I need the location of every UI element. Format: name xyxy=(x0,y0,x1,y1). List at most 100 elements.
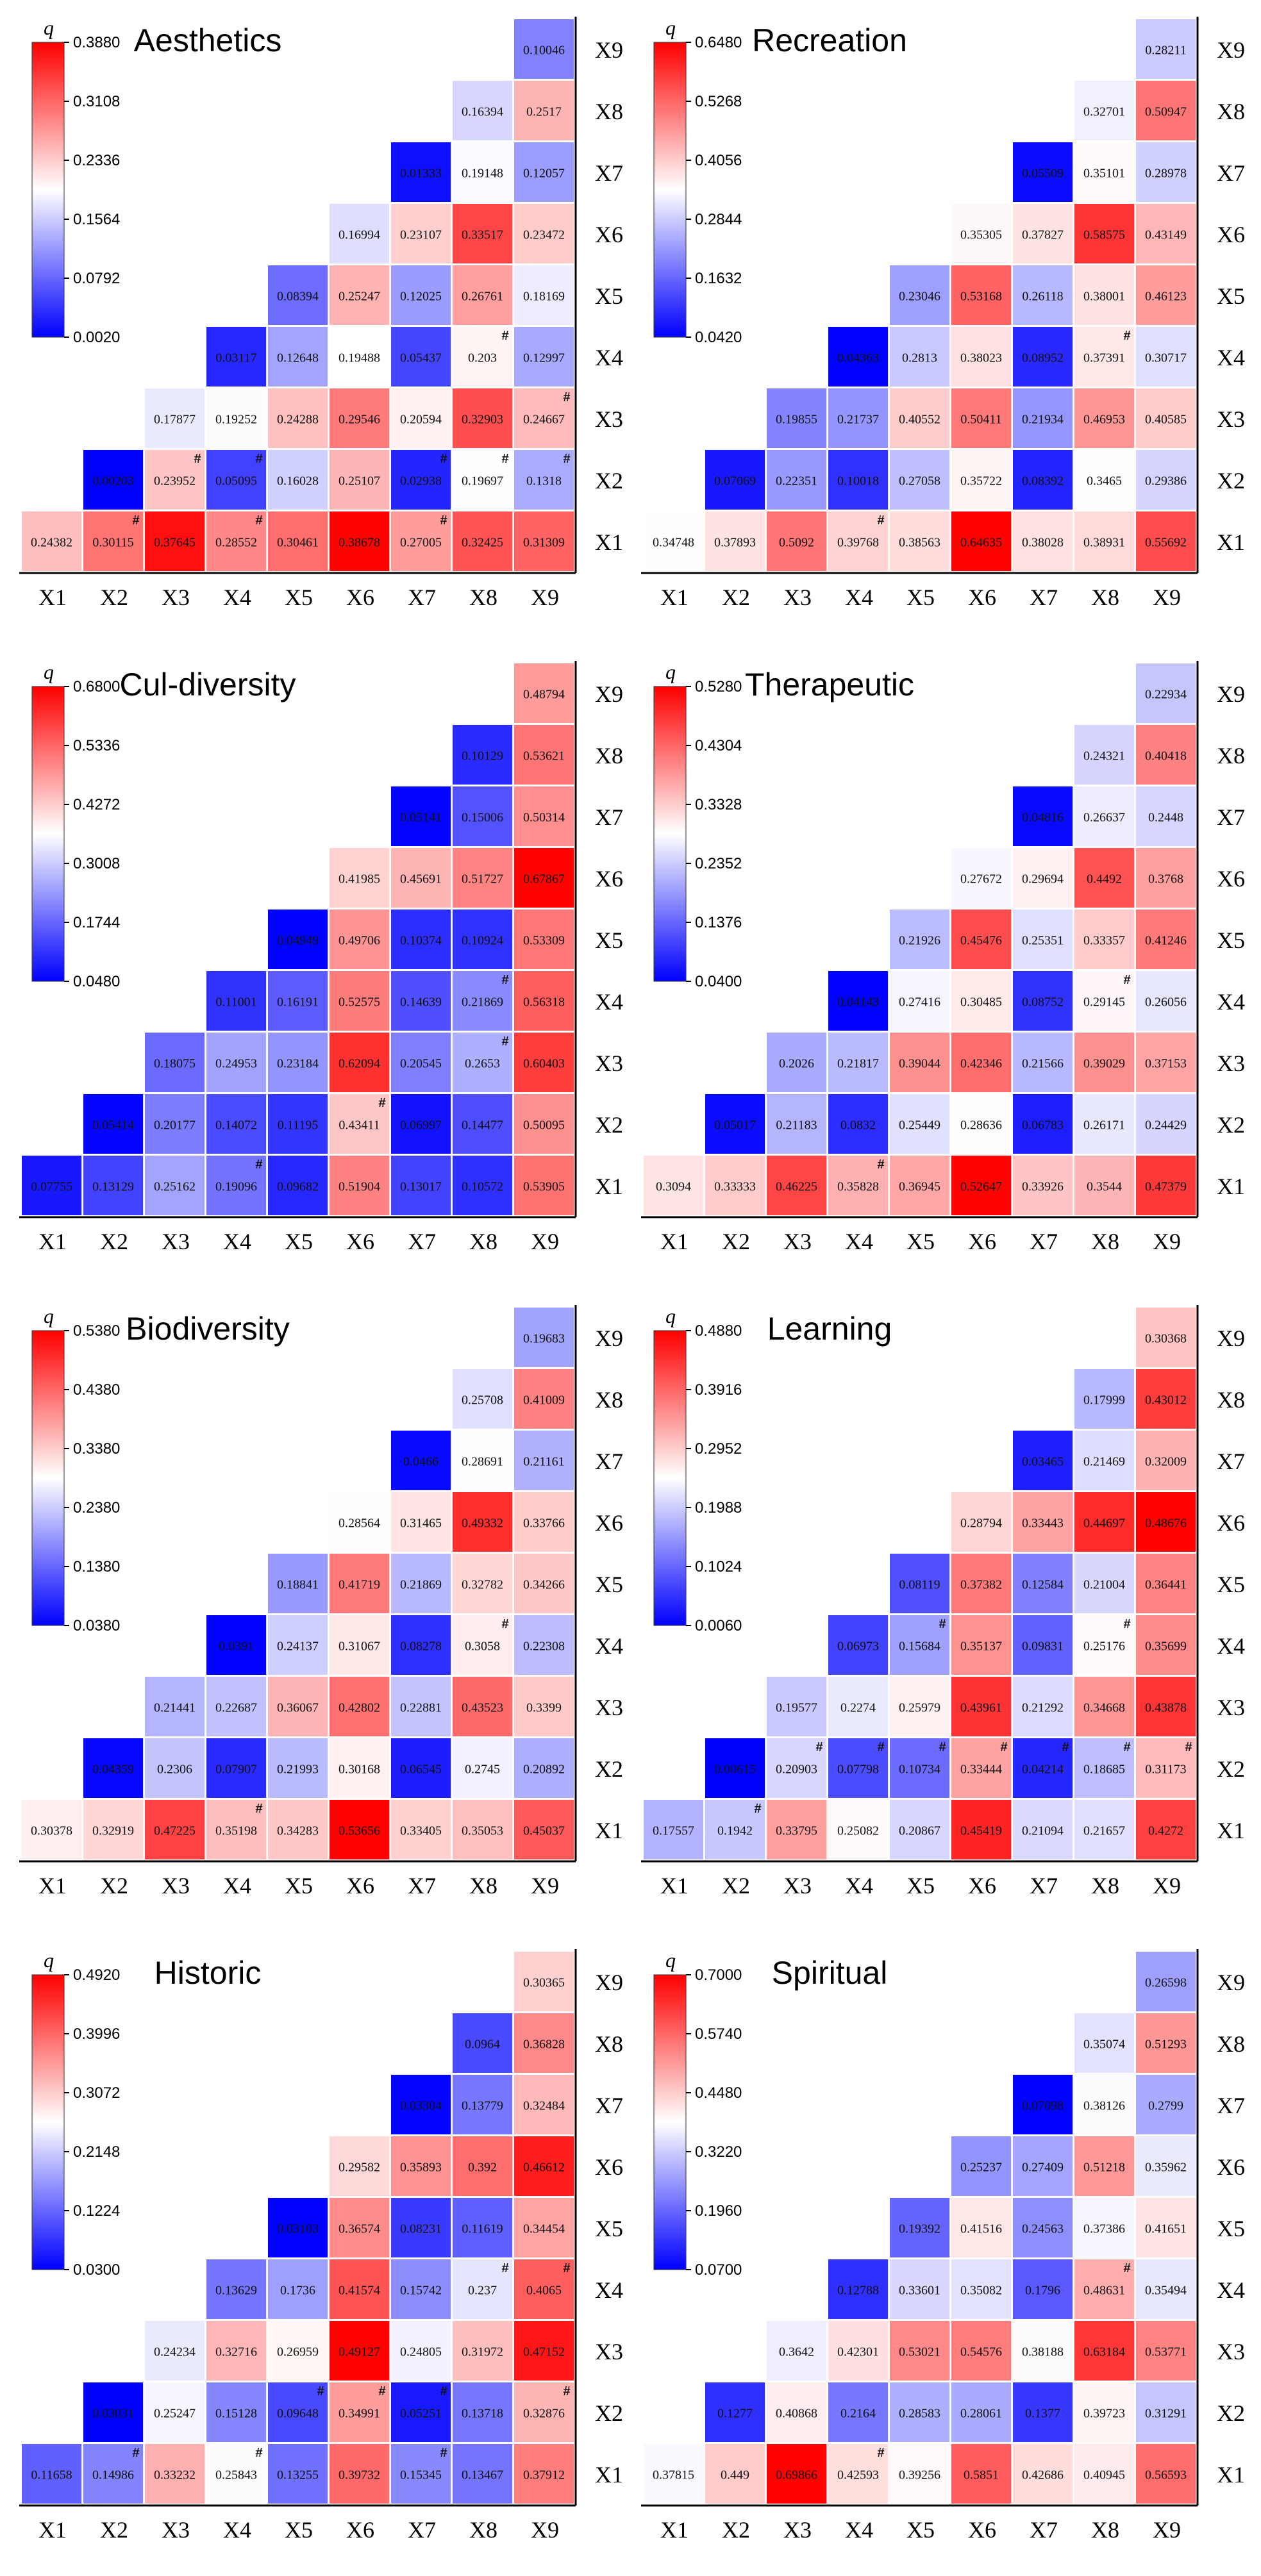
significance-mark: # xyxy=(378,2384,385,2398)
y-tick-label: X3 xyxy=(595,1695,623,1720)
colorbar-tick-label: 0.3008 xyxy=(73,855,120,872)
heatmap-cell xyxy=(514,786,574,846)
cell-value-label: 0.28061 xyxy=(960,2407,1002,2421)
cell-value-label: 0.05017 xyxy=(714,1118,756,1133)
heatmap-cell xyxy=(391,511,451,571)
x-tick-label: X9 xyxy=(531,585,559,610)
colorbar-tick-label: 0.0700 xyxy=(695,2261,742,2279)
heatmap-cell xyxy=(22,1156,81,1215)
cell-value-label: 0.3465 xyxy=(1087,474,1122,488)
heatmap-cell xyxy=(951,1677,1011,1736)
heatmap-panel-recreation: 0.34748 0.37893 0.5092 0.39768 #0.38563 0.646… xyxy=(631,9,1261,644)
cell-value-label: 0.05414 xyxy=(92,1118,134,1133)
cell-value-label: 0.28636 xyxy=(960,1118,1002,1133)
heatmap-cell xyxy=(1136,971,1196,1031)
cell-value-label: 0.19855 xyxy=(776,413,817,427)
significance-mark: # xyxy=(255,513,262,528)
heatmap-cell xyxy=(951,2198,1011,2257)
heatmap-cell xyxy=(1074,450,1134,510)
heatmap-panel-cul-diversity: 0.07755 0.13129 0.25162 0.19096 #0.09682 0.51… xyxy=(9,653,639,1288)
colorbar-label: q xyxy=(44,660,54,683)
heatmap-cell xyxy=(1074,1554,1134,1613)
cell-value-label: 0.41246 xyxy=(1145,934,1187,948)
heatmap-cell xyxy=(1013,2259,1073,2319)
cell-value-label: 0.26761 xyxy=(462,290,503,304)
cell-value-label: 0.12584 xyxy=(1022,1578,1064,1592)
heatmap-cell xyxy=(767,1156,826,1215)
heatmap-cell xyxy=(145,2382,205,2442)
heatmap-cell xyxy=(514,265,574,325)
heatmap-cell xyxy=(1136,2136,1196,2196)
colorbar-tick-label: 0.0420 xyxy=(695,329,742,346)
cell-value-label: 0.37815 xyxy=(653,2468,694,2482)
heatmap-cell xyxy=(268,1554,328,1613)
cell-value-label: 0.2448 xyxy=(1148,811,1183,825)
cell-value-label: 0.08231 xyxy=(400,2222,442,2236)
cell-value-label: 0.42802 xyxy=(338,1701,380,1715)
heatmap-cell xyxy=(890,2198,949,2257)
cell-value-label: 0.10734 xyxy=(899,1763,940,1777)
cell-value-label: 0.36441 xyxy=(1145,1578,1187,1592)
heatmap-cell xyxy=(391,2382,451,2442)
heatmap-cell xyxy=(514,327,574,386)
cell-value-label: 0.25843 xyxy=(215,2468,257,2482)
cell-value-label: 0.11195 xyxy=(278,1118,319,1133)
cell-value-label: 0.44697 xyxy=(1083,1517,1125,1531)
colorbar-tick-label: 0.3072 xyxy=(73,2084,120,2102)
cell-value-label: 0.19252 xyxy=(215,413,257,427)
heatmap-cell xyxy=(391,2198,451,2257)
y-tick-label: X7 xyxy=(595,160,623,186)
significance-mark: # xyxy=(1000,1740,1007,1754)
heatmap-cell xyxy=(330,2444,389,2504)
heatmap-cell xyxy=(514,1738,574,1798)
heatmap-cell xyxy=(391,388,451,448)
cell-value-label: 0.10374 xyxy=(400,934,442,948)
heatmap-cell xyxy=(1074,1800,1134,1859)
heatmap-cell xyxy=(330,2321,389,2381)
heatmap-cell xyxy=(330,910,389,969)
heatmap-cell xyxy=(644,1156,703,1215)
heatmap-cell xyxy=(951,204,1011,263)
cell-value-label: 0.38001 xyxy=(1083,290,1125,304)
cell-value-label: 0.13718 xyxy=(462,2407,503,2421)
heatmap-cell xyxy=(206,1094,266,1154)
cell-value-label: 0.16394 xyxy=(462,105,503,119)
cell-value-label: 0.4272 xyxy=(1148,1824,1183,1838)
heatmap-cell xyxy=(767,2321,826,2381)
cell-value-label: 0.33766 xyxy=(523,1517,565,1531)
heatmap-cell xyxy=(453,1033,512,1092)
cell-value-label: 0.53656 xyxy=(338,1824,380,1838)
heatmap-cell xyxy=(1136,265,1196,325)
heatmap-cell xyxy=(330,511,389,571)
cell-value-label: 0.21934 xyxy=(1022,413,1064,427)
heatmap-cell xyxy=(828,1094,888,1154)
heatmap-cell xyxy=(951,2136,1011,2196)
cell-value-label: 0.29582 xyxy=(338,2161,380,2175)
heatmap-cell xyxy=(22,1800,81,1859)
cell-value-label: 0.41651 xyxy=(1145,2222,1187,2236)
cell-value-label: 0.25449 xyxy=(899,1118,940,1133)
heatmap-svg: 0.11658 0.14986 #0.33232 0.25843 #0.13255 0.3… xyxy=(19,1949,623,2543)
colorbar-tick-label: 0.3108 xyxy=(73,93,120,110)
cell-value-label: 0.33333 xyxy=(714,1180,756,1194)
colorbar xyxy=(31,42,65,338)
heatmap-cell xyxy=(890,2259,949,2319)
heatmap-cell xyxy=(1136,1492,1196,1552)
cell-value-label: 0.52647 xyxy=(960,1180,1002,1194)
heatmap-cell xyxy=(83,1156,143,1215)
heatmap-cell xyxy=(705,511,765,571)
heatmap-cell xyxy=(453,2013,512,2073)
heatmap-cell xyxy=(330,1033,389,1092)
cell-value-label: 0.56318 xyxy=(523,995,565,1010)
heatmap-svg: 0.3094 0.33333 0.46225 0.35828 #0.36945 0.526… xyxy=(641,660,1245,1254)
chart-title: Historic xyxy=(154,1955,262,1991)
x-tick-label: X8 xyxy=(1091,585,1119,610)
heatmap-cell xyxy=(890,450,949,510)
heatmap-cell xyxy=(1074,81,1134,140)
y-tick-label: X9 xyxy=(1217,37,1245,63)
cell-value-label: 0.17557 xyxy=(653,1824,694,1838)
heatmap-cell xyxy=(453,1677,512,1736)
heatmap-cell xyxy=(514,2136,574,2196)
heatmap-cell xyxy=(268,971,328,1031)
significance-mark: # xyxy=(440,2384,447,2398)
